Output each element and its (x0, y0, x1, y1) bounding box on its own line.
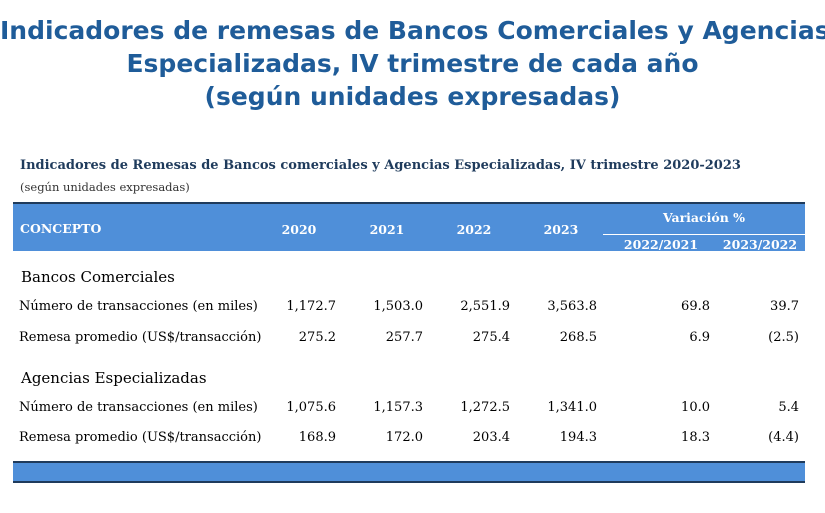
row-label: Remesa promedio (US$/transacción) (19, 430, 262, 445)
header-year-2021: 2021 (369, 222, 405, 237)
cell-2021: 1,503.0 (373, 299, 423, 314)
header-year-2022: 2022 (456, 222, 492, 237)
cell-2021: 1,157.3 (373, 400, 423, 415)
cell-2021: 172.0 (385, 430, 423, 445)
table-row: Número de transacciones (en miles) 1,075… (13, 400, 805, 420)
header-variation: Variación % (662, 210, 746, 225)
table-row: Remesa promedio (US$/transacción) 275.2 … (13, 330, 805, 350)
cell-var-2022-2021: 10.0 (681, 400, 710, 415)
cell-2021: 257.7 (385, 330, 423, 345)
remittance-table: CONCEPTO 2020 2021 2022 2023 Variación %… (13, 202, 805, 484)
cell-var-2023-2022: 5.4 (778, 400, 799, 415)
row-label: Número de transacciones (en miles) (19, 400, 258, 415)
table-row: Número de transacciones (en miles) 1,172… (13, 299, 805, 319)
table-header: CONCEPTO 2020 2021 2022 2023 Variación %… (13, 202, 805, 252)
cell-var-2022-2021: 69.8 (681, 299, 710, 314)
section-agencias-especializadas: Agencias Especializadas (21, 369, 207, 387)
table-footer-band (13, 461, 805, 483)
header-variation-divider (603, 234, 805, 235)
header-year-2020: 2020 (281, 222, 317, 237)
header-var-2022-2021: 2022/2021 (623, 237, 699, 252)
cell-2022: 1,272.5 (460, 400, 510, 415)
header-year-2023: 2023 (543, 222, 579, 237)
table-note: (según unidades expresadas) (20, 180, 190, 194)
cell-var-2022-2021: 6.9 (689, 330, 710, 345)
page-title: Indicadores de remesas de Bancos Comerci… (0, 14, 825, 113)
cell-var-2023-2022: (2.5) (768, 330, 799, 345)
table-row: Remesa promedio (US$/transacción) 168.9 … (13, 430, 805, 450)
page-title-line-2: Especializadas, IV trimestre de cada año (126, 49, 699, 78)
cell-var-2022-2021: 18.3 (681, 430, 710, 445)
cell-2023: 3,563.8 (547, 299, 597, 314)
cell-2022: 203.4 (472, 430, 510, 445)
header-var-2023-2022: 2023/2022 (722, 237, 798, 252)
cell-2020: 1,075.6 (286, 400, 336, 415)
header-concept: CONCEPTO (20, 221, 102, 236)
cell-var-2023-2022: (4.4) (768, 430, 799, 445)
page-title-line-1: Indicadores de remesas de Bancos Comerci… (0, 16, 825, 45)
row-label: Remesa promedio (US$/transacción) (19, 330, 262, 345)
cell-2022: 275.4 (472, 330, 510, 345)
table-title: Indicadores de Remesas de Bancos comerci… (20, 158, 741, 173)
section-bancos-comerciales: Bancos Comerciales (21, 268, 175, 286)
cell-2020: 275.2 (298, 330, 336, 345)
cell-var-2023-2022: 39.7 (770, 299, 799, 314)
row-label: Número de transacciones (en miles) (19, 299, 258, 314)
cell-2020: 1,172.7 (286, 299, 336, 314)
page-title-line-3: (según unidades expresadas) (204, 82, 621, 111)
cell-2020: 168.9 (298, 430, 336, 445)
cell-2023: 1,341.0 (547, 400, 597, 415)
cell-2023: 194.3 (559, 430, 597, 445)
cell-2022: 2,551.9 (460, 299, 510, 314)
cell-2023: 268.5 (559, 330, 597, 345)
